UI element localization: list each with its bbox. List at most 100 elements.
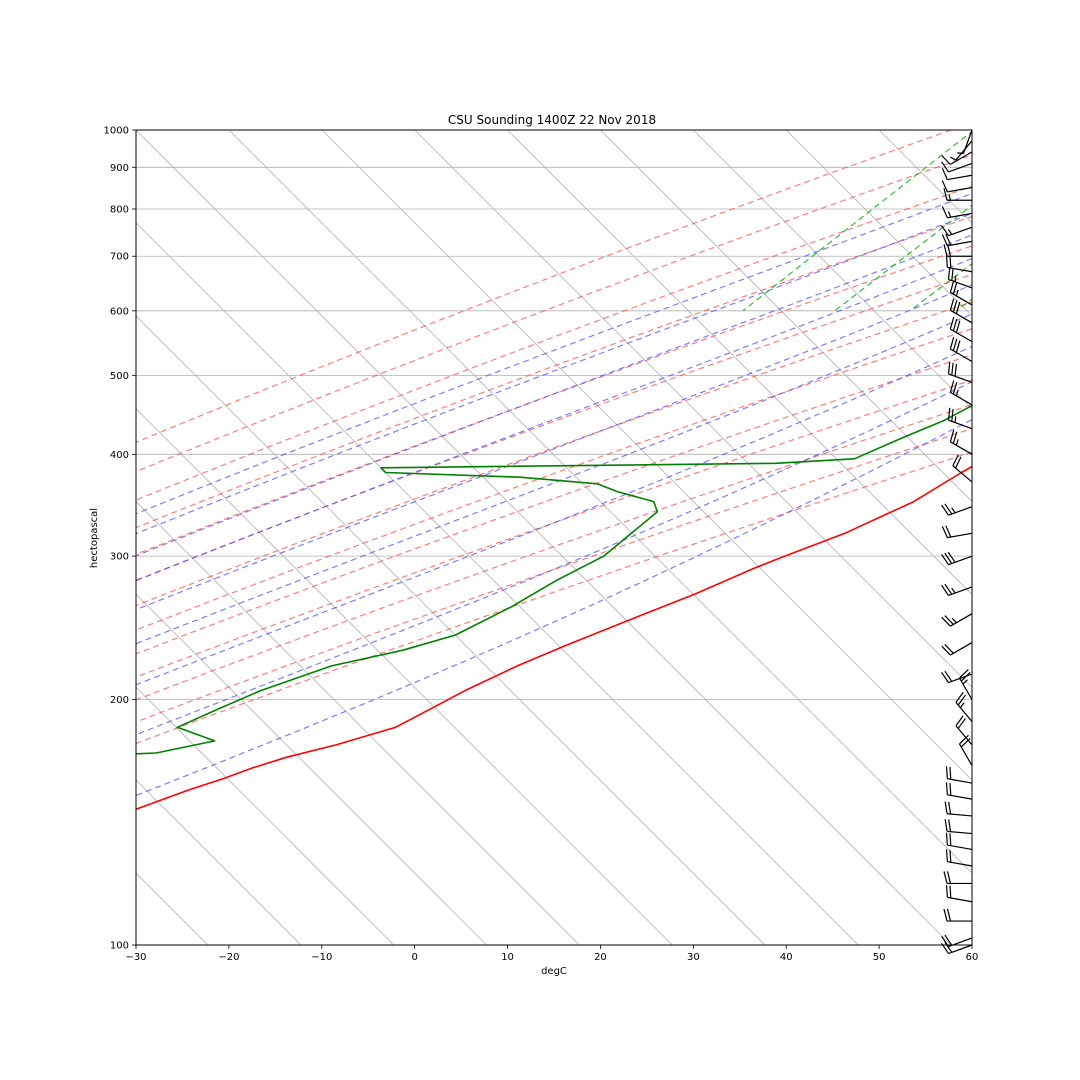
wind-barb <box>944 871 972 883</box>
wind-barb-flag <box>942 646 951 655</box>
wind-barb-flag <box>949 802 951 814</box>
wind-barb-shaft <box>947 814 972 816</box>
wind-barb <box>950 141 972 160</box>
y-tick-label: 400 <box>110 450 129 461</box>
wind-barb-half-flag <box>949 194 951 200</box>
wind-barb-flag <box>945 504 952 514</box>
y-tick-label: 100 <box>110 941 129 952</box>
isotherm-50 <box>879 130 1080 945</box>
dry-adiabat--30 <box>0 130 951 945</box>
moist-adiabat-25 <box>0 130 1080 945</box>
wind-barb <box>942 162 972 172</box>
wind-barb-flag <box>944 871 947 883</box>
dry-adiabats <box>0 130 1080 945</box>
wind-barb <box>942 671 972 682</box>
wind-barb <box>950 430 972 454</box>
dry-adiabat--20 <box>0 130 1044 945</box>
wind-barb-half-flag <box>948 212 951 218</box>
x-axis-label: degC <box>541 966 567 977</box>
mixing-ratio-0.4 <box>743 130 974 311</box>
wind-barb-flag <box>950 430 953 442</box>
axes-frame <box>136 130 972 945</box>
wind-barb-flag <box>947 833 948 845</box>
y-tick-label: 800 <box>110 204 129 215</box>
wind-barb-flag <box>949 819 951 831</box>
wind-barb-shaft <box>947 779 972 783</box>
wind-barb-shaft <box>947 188 972 192</box>
dry-adiabat-10 <box>0 130 1080 945</box>
wind-barb-flag <box>945 584 952 594</box>
wind-barb-flag <box>945 671 952 681</box>
wind-barb-shaft <box>947 795 972 799</box>
dry-adiabat-50 <box>0 130 1080 945</box>
wind-barb <box>956 692 972 721</box>
isotherm--80 <box>0 130 487 945</box>
mixing-ratio-5 <box>1018 130 1080 311</box>
wind-barb <box>945 819 972 833</box>
wind-barb-flag <box>950 767 951 779</box>
wind-barb-flag <box>947 255 948 267</box>
wind-barb-flag <box>947 782 948 794</box>
wind-barb-shaft <box>947 533 972 537</box>
y-tick-label: 700 <box>110 252 129 263</box>
x-tick-label: 0 <box>411 952 417 963</box>
wind-barb-flag <box>944 909 947 921</box>
moist-adiabats <box>0 130 1080 945</box>
wind-barb <box>949 362 972 383</box>
wind-barb-half-flag <box>955 276 956 282</box>
moist-adiabat-20 <box>0 130 1080 945</box>
wind-barb <box>942 526 972 538</box>
wind-barb-flag <box>942 505 949 515</box>
wind-barb-half-flag <box>952 618 956 622</box>
isotherm--130 <box>0 130 22 945</box>
wind-barb-flag <box>950 833 951 845</box>
wind-barb-flag <box>953 339 956 351</box>
isotherm--30 <box>136 130 951 945</box>
y-tick-label: 200 <box>110 695 129 706</box>
wind-barb-flag <box>948 909 951 921</box>
moist-adiabat-10 <box>0 130 1080 945</box>
wind-barb-flag <box>955 364 956 376</box>
wind-barb-shaft <box>947 845 972 849</box>
wind-barb-flag <box>942 585 949 595</box>
mixing-ratio-3 <box>957 130 1080 311</box>
isotherm-60 <box>972 130 1080 945</box>
isotherm-30 <box>693 130 1080 945</box>
wind-barb-flag <box>961 738 970 747</box>
wind-barb-flag <box>956 716 963 726</box>
isotherm-10 <box>508 130 1080 945</box>
isotherm--70 <box>0 130 579 945</box>
wind-barb-shaft <box>947 831 972 833</box>
wind-barb-flag <box>942 225 949 235</box>
wind-barb-flag <box>953 282 956 294</box>
wind-barb <box>960 735 973 765</box>
dry-adiabat-80 <box>0 130 1080 945</box>
x-tick-label: 20 <box>594 952 607 963</box>
wind-barb-flag <box>942 206 947 217</box>
wind-barb-shaft <box>960 744 973 766</box>
wind-barb-flag <box>956 302 959 314</box>
isotherm-40 <box>786 130 1080 945</box>
wind-barb-flag <box>944 244 947 256</box>
mixing-ratio-2 <box>910 130 1080 311</box>
y-tick-label: 600 <box>110 306 129 317</box>
wind-barb <box>942 643 972 656</box>
y-tick-label: 500 <box>110 371 129 382</box>
wind-barb-flag <box>942 672 949 682</box>
x-tick-label: 60 <box>966 952 979 963</box>
chart-title: CSU Sounding 1400Z 22 Nov 2018 <box>448 113 656 127</box>
wind-barb-flag <box>956 321 959 333</box>
isotherm--100 <box>0 130 301 945</box>
wind-barb-shaft <box>947 175 972 179</box>
moist-adiabat-30 <box>0 130 1080 945</box>
dry-adiabat-20 <box>0 130 1080 945</box>
x-tick-label: 40 <box>780 952 793 963</box>
isotherm--90 <box>0 130 394 945</box>
wind-barb-flag <box>952 363 953 375</box>
isotherm-0 <box>415 130 1080 945</box>
dry-adiabat-60 <box>0 130 1080 945</box>
wind-barb-flag <box>950 886 951 898</box>
wind-barb-half-flag <box>956 439 958 445</box>
wind-barb-flag <box>952 268 953 280</box>
wind-barb <box>942 614 972 627</box>
